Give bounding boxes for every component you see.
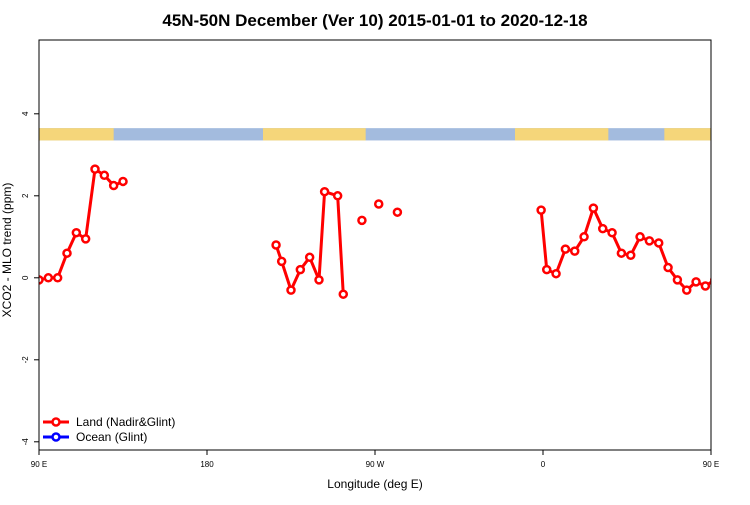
y-tick-label: 2	[21, 193, 30, 198]
land-ocean-strip	[39, 128, 711, 140]
legend-label: Ocean (Glint)	[76, 430, 147, 444]
land-band	[263, 128, 366, 140]
chart-title: 45N-50N December (Ver 10) 2015-01-01 to …	[162, 11, 587, 30]
y-axis-label: XCO2 - MLO trend (ppm)	[0, 183, 14, 318]
data-point	[273, 242, 280, 249]
data-point	[92, 166, 99, 173]
y-tick-label: -2	[21, 356, 30, 364]
x-tick-label: 90 W	[366, 460, 385, 469]
data-point	[609, 229, 616, 236]
land-band	[664, 128, 711, 140]
series-line	[541, 169, 750, 290]
data-point	[82, 235, 89, 242]
series-points	[36, 166, 750, 298]
data-point	[54, 274, 61, 281]
x-tick-label: 90 E	[703, 460, 719, 469]
data-point	[334, 192, 341, 199]
legend-marker	[53, 434, 60, 441]
data-point	[627, 252, 634, 259]
data-point	[120, 178, 127, 185]
data-point	[599, 225, 606, 232]
data-point	[375, 201, 382, 208]
data-point	[73, 229, 80, 236]
data-point	[543, 266, 550, 273]
data-point	[562, 246, 569, 253]
data-point	[665, 264, 672, 271]
data-point	[646, 237, 653, 244]
data-point	[45, 274, 52, 281]
data-point	[538, 207, 545, 214]
data-point	[64, 250, 71, 257]
data-point	[358, 217, 365, 224]
data-point	[711, 276, 718, 283]
legend-label: Land (Nadir&Glint)	[76, 415, 175, 429]
data-point	[590, 205, 597, 212]
data-point	[321, 188, 328, 195]
data-point	[739, 250, 746, 257]
data-point	[655, 239, 662, 246]
legend: Land (Nadir&Glint)Ocean (Glint)	[43, 415, 175, 444]
x-axis-label: Longitude (deg E)	[327, 477, 422, 491]
data-point	[306, 254, 313, 261]
data-point	[101, 172, 108, 179]
plot-frame	[39, 40, 711, 450]
ocean-band	[39, 128, 711, 140]
data-point	[297, 266, 304, 273]
y-tick-label: 4	[21, 111, 30, 116]
x-tick-label: 0	[541, 460, 546, 469]
data-point	[340, 291, 347, 298]
y-tick-label: -4	[21, 438, 30, 446]
x-tick-label: 90 E	[31, 460, 47, 469]
data-point	[637, 233, 644, 240]
data-point	[278, 258, 285, 265]
data-point	[730, 274, 737, 281]
data-point	[721, 274, 728, 281]
series-lines	[39, 169, 750, 294]
legend-marker	[53, 419, 60, 426]
data-point	[571, 248, 578, 255]
data-point	[581, 233, 588, 240]
data-point	[618, 250, 625, 257]
land-band	[515, 128, 608, 140]
data-point	[693, 278, 700, 285]
data-point	[110, 182, 117, 189]
x-tick-label: 180	[200, 460, 214, 469]
series-line	[276, 192, 343, 295]
data-point	[674, 276, 681, 283]
data-point	[553, 270, 560, 277]
data-point	[288, 287, 295, 294]
data-point	[702, 283, 709, 290]
data-point	[683, 287, 690, 294]
y-axis: -4 -2 0 2 4	[21, 111, 39, 445]
y-tick-label: 0	[21, 275, 30, 280]
data-point	[316, 276, 323, 283]
land-band	[39, 128, 114, 140]
data-point	[394, 209, 401, 216]
